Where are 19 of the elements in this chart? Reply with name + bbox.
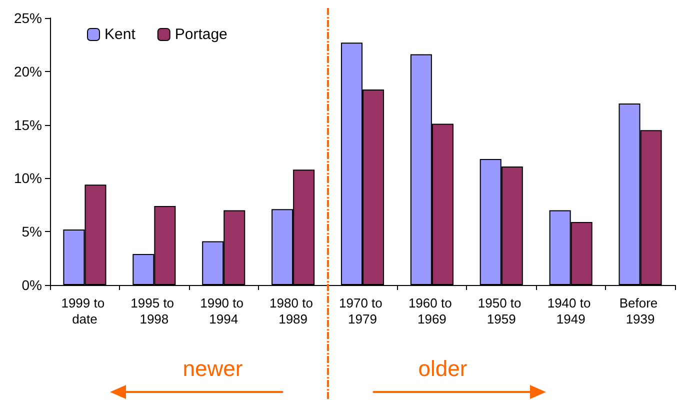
y-tick-label: 0% [22,277,42,293]
text: older [417,356,468,382]
x-tick-label: 1990 to 1994 [200,296,248,326]
x-tick-label: 1970 to 1979 [339,296,386,326]
x-tick-label: 1960 to 1969 [408,296,456,326]
x-tick-label: 1980 to 1989 [270,296,317,326]
x-tick-label: 1950 to 1959 [478,296,525,326]
y-tick-label: 15% [14,116,42,133]
legend-label: Portage [174,26,228,43]
y-tick-label: 25% [14,10,42,26]
x-tick-label: Before 1939 [619,296,662,326]
x-tick-label: 1995 to 1998 [130,296,178,326]
x-tick-label: 1999 to date [61,296,108,326]
y-tick-label: 10% [14,170,42,186]
text: newer [182,356,244,382]
x-tick-label: 1940 to 1949 [547,296,594,326]
legend-label: Kent [104,26,136,43]
y-tick-label: 20% [14,63,42,80]
y-tick-label: 5% [22,224,42,240]
